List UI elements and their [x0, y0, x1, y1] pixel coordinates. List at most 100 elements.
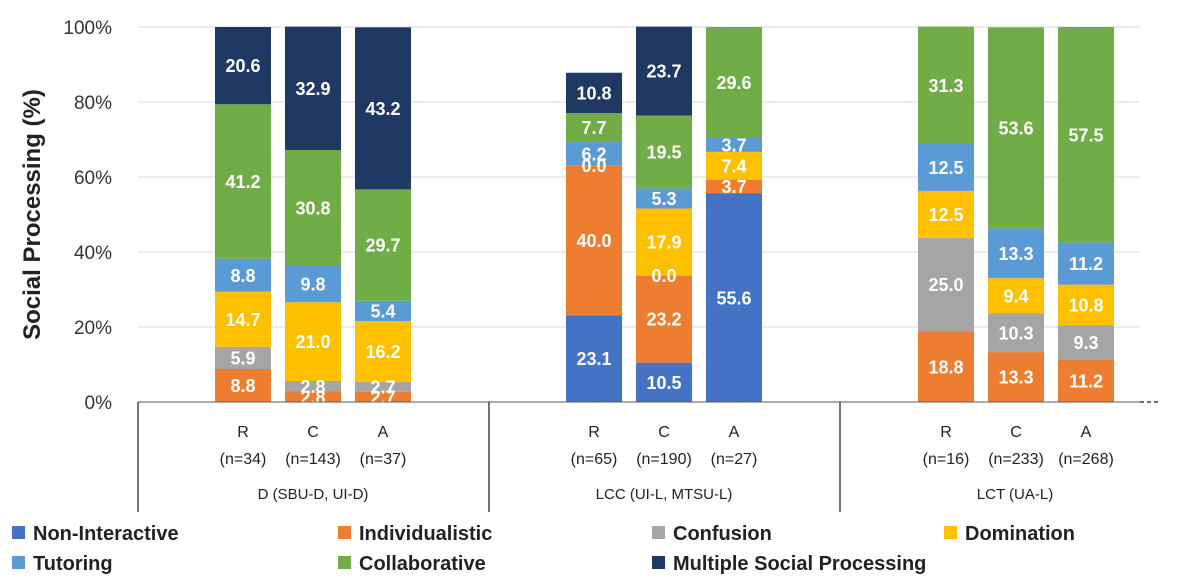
- y-tick-label: 20%: [74, 318, 112, 339]
- data-label: 32.9: [295, 79, 330, 99]
- data-label: 23.1: [576, 349, 611, 369]
- data-label: 2.7: [370, 377, 395, 397]
- category-label: C: [1010, 424, 1022, 441]
- data-label: 3.7: [721, 177, 746, 197]
- x-axis-labels: R (n=34) C (n=143) A (n=37) D (SBU-D, UI-D) R (n…: [220, 424, 1114, 503]
- category-count: (n=34): [220, 451, 267, 468]
- bar-segment: [636, 275, 692, 363]
- legend-swatch: [338, 526, 351, 539]
- data-label: 16.2: [365, 342, 400, 362]
- legend-label: Tutoring: [33, 553, 113, 575]
- data-label: 12.5: [928, 205, 963, 225]
- bar-segment: [988, 313, 1044, 353]
- data-label: 7.7: [581, 118, 606, 138]
- bar-segment: [636, 362, 692, 402]
- data-label: 13.3: [998, 368, 1033, 388]
- bar-segment: [988, 228, 1044, 279]
- bar-segment: [355, 189, 411, 301]
- data-label: 25.0: [928, 275, 963, 295]
- data-label: 21.0: [295, 332, 330, 352]
- bar-segment: [355, 391, 411, 402]
- group-label: D (SBU-D, UI-D): [258, 486, 369, 503]
- data-label: 2.8: [300, 377, 325, 397]
- data-label: 57.5: [1068, 125, 1103, 145]
- bar-segment: [285, 26, 341, 150]
- bar-segment: [918, 237, 974, 332]
- data-label: 0.0: [581, 156, 606, 176]
- data-label: 5.9: [230, 348, 255, 368]
- group-label: LCT (UA-L): [977, 486, 1053, 503]
- bar-segment: [355, 300, 411, 321]
- data-label: 9.8: [300, 274, 325, 294]
- bar-segment: [215, 104, 271, 259]
- bar-segment: [566, 142, 622, 166]
- data-label: 43.2: [365, 99, 400, 119]
- data-label: 41.2: [225, 172, 260, 192]
- bar-segment: [215, 291, 271, 347]
- bar-segment: [636, 115, 692, 189]
- bar-segment: [215, 346, 271, 369]
- legend-swatch: [12, 556, 25, 569]
- legend-swatch: [944, 526, 957, 539]
- data-label: 40.0: [576, 231, 611, 251]
- bar-segment: [566, 72, 622, 114]
- legend-swatch: [12, 526, 25, 539]
- data-label: 29.7: [365, 236, 400, 256]
- bar-segment: [1058, 325, 1114, 360]
- y-tick-label: 100%: [63, 18, 112, 39]
- legend-label: Collaborative: [359, 553, 486, 575]
- group-label: LCC (UI-L, MTSU-L): [596, 486, 733, 503]
- category-label: A: [378, 424, 389, 441]
- data-label: 0.0: [651, 266, 676, 286]
- legend-label: Confusion: [673, 523, 772, 545]
- data-label: 14.7: [225, 310, 260, 330]
- y-axis-title: Social Processing (%): [19, 89, 46, 340]
- bar-segment: [918, 26, 974, 144]
- data-label: 18.8: [928, 357, 963, 377]
- bar-segment: [706, 193, 762, 402]
- category-count: (n=16): [923, 451, 970, 468]
- bar-segment: [566, 165, 622, 316]
- bar-segment: [566, 113, 622, 143]
- data-label: 17.9: [646, 233, 681, 253]
- category-label: C: [307, 424, 319, 441]
- category-count: (n=190): [636, 451, 692, 468]
- category-count: (n=65): [571, 451, 618, 468]
- bar-segment: [706, 179, 762, 194]
- bar-segment: [285, 391, 341, 402]
- category-count: (n=37): [360, 451, 407, 468]
- data-label: 23.2: [646, 310, 681, 330]
- bar-segment: [215, 258, 271, 292]
- data-label: 8.8: [230, 376, 255, 396]
- bar-segment: [706, 138, 762, 152]
- data-label: 55.6: [716, 288, 751, 308]
- data-label: 8.8: [230, 266, 255, 286]
- category-label: R: [588, 424, 600, 441]
- bar-segment: [566, 315, 622, 402]
- bar-segment: [988, 27, 1044, 229]
- y-tick-label: 60%: [74, 168, 112, 189]
- bar-segment: [988, 352, 1044, 402]
- category-label: R: [940, 424, 952, 441]
- bar-segment: [355, 27, 411, 190]
- bar-segment: [215, 369, 271, 402]
- bar-segment: [918, 144, 974, 191]
- bar-segment: [706, 151, 762, 180]
- data-label: 9.3: [1073, 333, 1098, 353]
- bar-segment: [215, 27, 271, 105]
- data-label: 3.7: [721, 135, 746, 155]
- bar-segment: [355, 321, 411, 382]
- data-label: 10.8: [1068, 295, 1103, 315]
- data-label: 31.3: [928, 76, 963, 96]
- y-tick-label: 80%: [74, 93, 112, 114]
- bar-segment: [1058, 284, 1114, 326]
- data-label: 10.3: [998, 323, 1033, 343]
- category-label: A: [1081, 424, 1092, 441]
- x-axis-frame: [137, 401, 1160, 512]
- legend-label: Non-Interactive: [33, 523, 179, 545]
- category-label: R: [237, 424, 249, 441]
- data-label: 5.3: [651, 189, 676, 209]
- data-label: 11.2: [1069, 254, 1103, 274]
- legend-label: Domination: [965, 523, 1075, 545]
